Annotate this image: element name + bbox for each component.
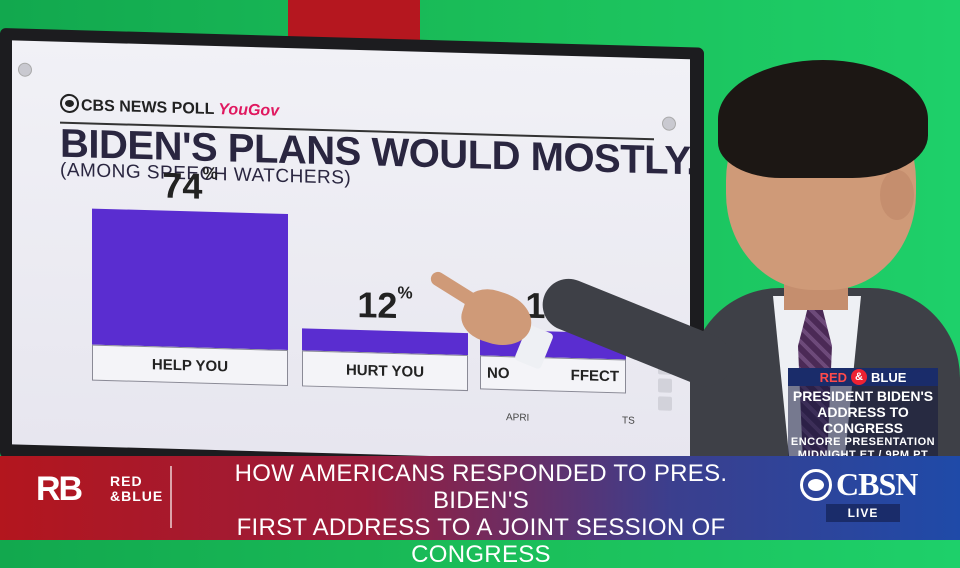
- bar-value-number: 74: [162, 164, 203, 207]
- category-label: HELP YOU: [92, 344, 288, 387]
- partner-label: YouGov: [218, 101, 280, 120]
- poll-source-label: CBS NEWS POLL: [81, 97, 215, 118]
- rb-wordmark: RED &BLUE: [110, 474, 163, 504]
- rb-word-red: RED: [110, 473, 143, 489]
- bar-help-you: [92, 208, 288, 351]
- percent-sign: %: [202, 163, 218, 184]
- promo-body: PRESIDENT BIDEN'S ADDRESS TO CONGRESS EN…: [788, 386, 938, 465]
- cbs-eye-icon: [60, 93, 79, 114]
- promo-line-3: ENCORE PRESENTATION: [790, 436, 936, 448]
- promo-line-1: PRESIDENT BIDEN'S: [792, 388, 934, 404]
- rb-word-amp: &: [110, 488, 122, 504]
- promo-brand: RED & BLUE: [788, 368, 938, 386]
- presenter-arm: [534, 270, 740, 395]
- promo-brand-red: RED: [819, 369, 848, 385]
- percent-sign: %: [397, 283, 413, 303]
- date-note: APRI: [506, 412, 530, 424]
- rb-logo: RB: [36, 470, 83, 508]
- bar-value-label: 74%: [92, 163, 288, 210]
- promo-box: RED & BLUE PRESIDENT BIDEN'S ADDRESS TO …: [788, 368, 938, 465]
- network-name: CBSN: [836, 466, 918, 502]
- cbsn-logo: CBSN: [800, 466, 918, 503]
- presenter-ear: [880, 170, 914, 220]
- poll-source-header: CBS NEWS POLL YouGov: [60, 93, 280, 121]
- cbs-eye-icon: [800, 468, 832, 501]
- promo-brand-blue: BLUE: [871, 369, 907, 385]
- lower-third: RB RED &BLUE HOW AMERICANS RESPONDED TO …: [0, 456, 960, 568]
- rb-word-blue: &BLUE: [110, 489, 163, 504]
- headline: HOW AMERICANS RESPONDED TO PRES. BIDEN'S…: [186, 460, 776, 568]
- category-label-start: NO: [487, 364, 510, 382]
- headline-line-2: FIRST ADDRESS TO A JOINT SESSION OF CONG…: [236, 514, 726, 568]
- lower-third-divider: [170, 466, 172, 528]
- rb-word-blue-text: BLUE: [121, 488, 164, 504]
- screw-icon: [18, 62, 32, 77]
- promo-line-2: ADDRESS TO CONGRESS: [817, 404, 909, 436]
- category-label: HURT YOU: [302, 350, 468, 392]
- headline-line-1: HOW AMERICANS RESPONDED TO PRES. BIDEN'S: [234, 460, 728, 514]
- bar-value-number: 12: [357, 283, 398, 327]
- ampersand-icon: &: [851, 369, 868, 385]
- presenter-hair: [718, 60, 928, 178]
- live-badge: LIVE: [826, 504, 900, 522]
